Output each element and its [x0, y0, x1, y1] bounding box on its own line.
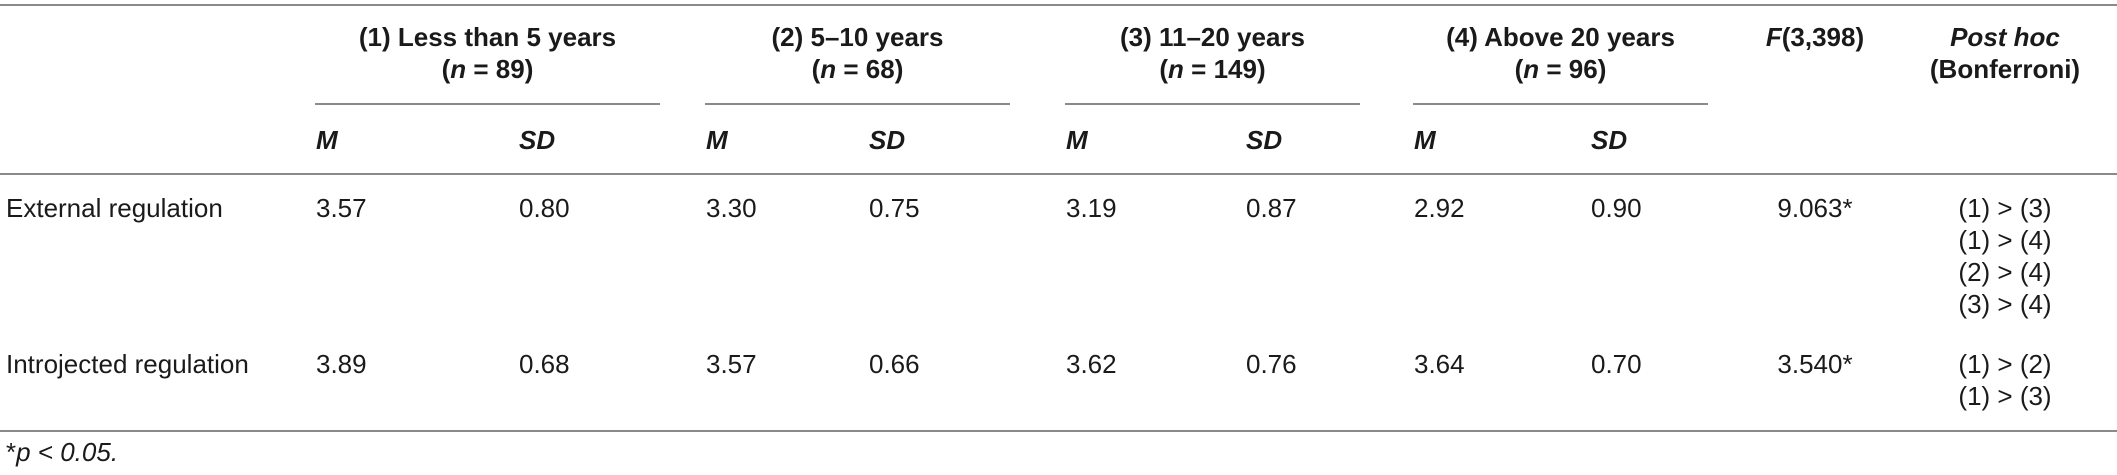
- cell-sd-4: 0.70: [1591, 349, 1642, 379]
- cell-m-1: 3.57: [316, 193, 367, 223]
- header-bottom-rule: [0, 173, 2117, 175]
- cell-m-4: 3.64: [1414, 349, 1465, 379]
- n-prefix: (: [1159, 54, 1169, 84]
- footnote-text: p < 0.05.: [16, 437, 119, 467]
- group-header-1: (1) Less than 5 years (n = 89): [315, 21, 660, 85]
- table-footnote: *p < 0.05.: [6, 436, 118, 468]
- group-1-underline: [315, 103, 660, 105]
- subheader-sd-2: SD: [869, 125, 906, 155]
- posthoc-header: Post hoc (Bonferroni): [1905, 21, 2105, 85]
- subheader-sd-3: SD: [1246, 125, 1283, 155]
- subheader-m-3: M: [1066, 125, 1088, 155]
- group-2-underline: [705, 103, 1010, 105]
- cell-f-stat: 3.540*: [1777, 349, 1853, 379]
- group-n: (n = 96): [1413, 53, 1708, 85]
- posthoc-comparison: (1) > (2): [1958, 349, 2052, 379]
- cell-m-1: 3.89: [316, 349, 367, 379]
- f-df: (3,398): [1781, 22, 1865, 52]
- n-prefix: (: [811, 54, 821, 84]
- n-value: = 89): [466, 54, 534, 84]
- subheader-m-2: M: [706, 125, 728, 155]
- cell-posthoc: (1) > (2) (1) > (3): [1905, 348, 2105, 412]
- cell-m-2: 3.57: [706, 349, 757, 379]
- cell-f-stat: 9.063*: [1777, 193, 1853, 223]
- subheader-sd-4: SD: [1591, 125, 1628, 155]
- cell-sd-2: 0.66: [869, 349, 920, 379]
- cell-sd-1: 0.68: [519, 349, 570, 379]
- cell-sd-4: 0.90: [1591, 193, 1642, 223]
- f-stat-header: F(3,398): [1735, 21, 1895, 53]
- n-prefix: (: [441, 54, 451, 84]
- group-n: (n = 149): [1065, 53, 1360, 85]
- group-header-4: (4) Above 20 years (n = 96): [1413, 21, 1708, 85]
- cell-m-2: 3.30: [706, 193, 757, 223]
- n-symbol: n: [1523, 54, 1540, 84]
- posthoc-method: (Bonferroni): [1929, 54, 2081, 84]
- cell-sd-3: 0.87: [1246, 193, 1297, 223]
- group-n: (n = 68): [705, 53, 1010, 85]
- n-symbol: n: [820, 54, 837, 84]
- group-header-3: (3) 11–20 years (n = 149): [1065, 21, 1360, 85]
- row-label-introjected-regulation: Introjected regulation: [6, 349, 249, 379]
- posthoc-comparison: (1) > (3): [1958, 381, 2052, 411]
- cell-sd-2: 0.75: [869, 193, 920, 223]
- group-label: (3) 11–20 years: [1119, 22, 1306, 52]
- cell-sd-1: 0.80: [519, 193, 570, 223]
- posthoc-comparison: (1) > (4): [1958, 225, 2052, 255]
- posthoc-comparison: (1) > (3): [1958, 193, 2052, 223]
- cell-m-3: 3.19: [1066, 193, 1117, 223]
- group-label: (2) 5–10 years: [771, 22, 944, 52]
- group-3-underline: [1065, 103, 1360, 105]
- group-label: (4) Above 20 years: [1446, 22, 1675, 52]
- group-label: (1) Less than 5 years: [358, 22, 617, 52]
- f-symbol: F: [1765, 22, 1782, 52]
- group-4-underline: [1413, 103, 1708, 105]
- subheader-sd-1: SD: [519, 125, 556, 155]
- group-header-2: (2) 5–10 years (n = 68): [705, 21, 1010, 85]
- posthoc-comparison: (2) > (4): [1958, 257, 2052, 287]
- group-n: (n = 89): [315, 53, 660, 85]
- cell-sd-3: 0.76: [1246, 349, 1297, 379]
- table-top-rule: [0, 4, 2117, 6]
- cell-m-4: 2.92: [1414, 193, 1465, 223]
- n-prefix: (: [1514, 54, 1524, 84]
- n-symbol: n: [450, 54, 467, 84]
- cell-posthoc: (1) > (3) (1) > (4) (2) > (4) (3) > (4): [1905, 192, 2105, 320]
- subheader-m-1: M: [316, 125, 338, 155]
- n-value: = 149): [1183, 54, 1266, 84]
- posthoc-comparison: (3) > (4): [1958, 289, 2052, 319]
- subheader-m-4: M: [1414, 125, 1436, 155]
- n-value: = 68): [836, 54, 904, 84]
- cell-m-3: 3.62: [1066, 349, 1117, 379]
- n-value: = 96): [1539, 54, 1607, 84]
- posthoc-title: Post hoc: [1950, 22, 2060, 52]
- table-bottom-rule: [0, 430, 2117, 432]
- footnote-star: *: [6, 437, 17, 467]
- n-symbol: n: [1168, 54, 1184, 84]
- row-label-external-regulation: External regulation: [6, 193, 223, 223]
